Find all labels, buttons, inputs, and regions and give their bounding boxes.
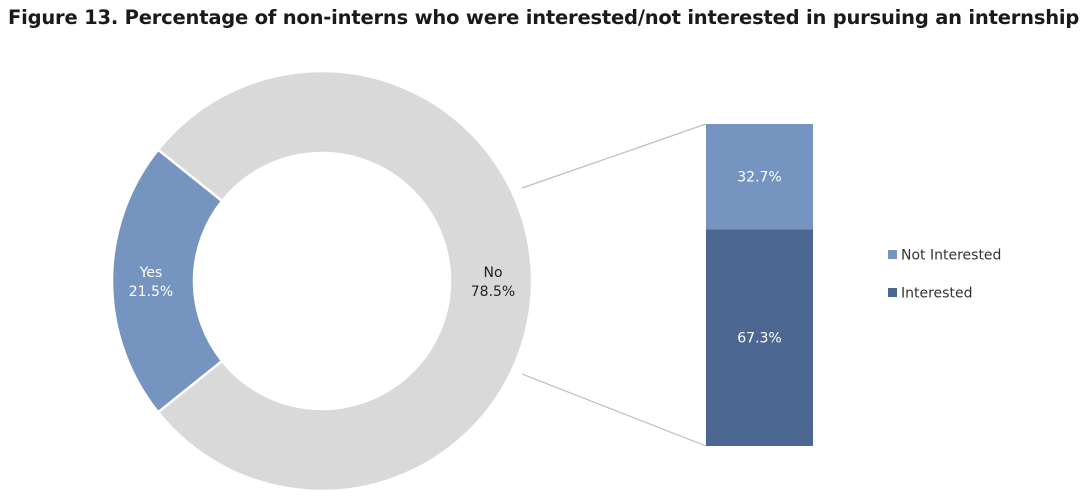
slice-label-no: No: [483, 265, 502, 281]
bar-segment-interested: [706, 229, 813, 446]
chart-title: Figure 13. Percentage of non-interns who…: [8, 6, 1080, 29]
slice-value-yes: 21.5%: [129, 284, 173, 300]
bar-value-interested: 67.3%: [737, 331, 781, 347]
bar-value-not-interested: 32.7%: [737, 170, 781, 186]
legend-label-not-interested: Not Interested: [901, 248, 1001, 264]
legend-label-interested: Interested: [901, 286, 972, 302]
slice-value-no: 78.5%: [471, 284, 515, 300]
legend-swatch-not-interested: [888, 250, 897, 259]
connector-lines: [521, 123, 707, 447]
connector-line-top: [521, 123, 707, 189]
legend: Not Interested Interested: [888, 248, 1001, 302]
legend-swatch-interested: [888, 288, 897, 297]
donut-chart: Yes 21.5% No 78.5%: [110, 69, 534, 493]
bar-segment-not-interested: [706, 124, 813, 230]
connector-line-bottom: [521, 373, 707, 447]
breakdown-bar: 32.7% 67.3%: [706, 124, 813, 446]
donut-slice-no: [156, 69, 534, 493]
donut-slice-yes: [110, 147, 224, 415]
slice-label-yes: Yes: [139, 265, 163, 281]
